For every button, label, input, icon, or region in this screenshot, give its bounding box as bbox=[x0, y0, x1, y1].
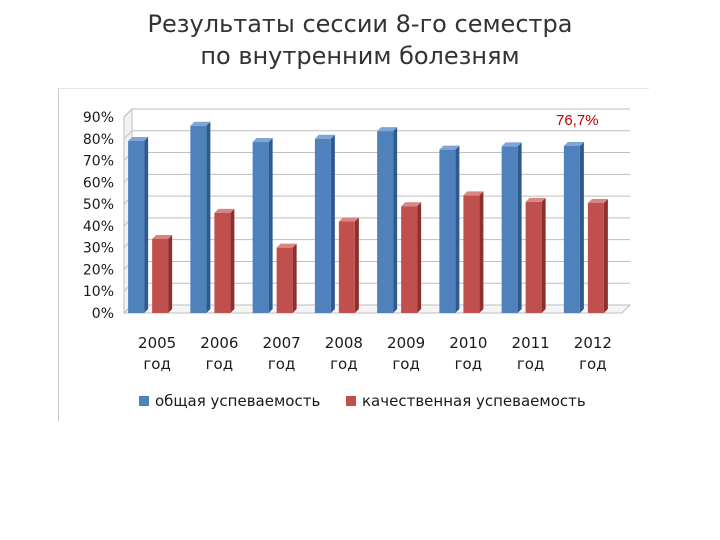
bar-s2-3 bbox=[338, 221, 355, 313]
bar-top-s1-5 bbox=[439, 145, 460, 150]
bar-top-s1-0 bbox=[128, 136, 149, 141]
x-tick-label-3-0: 2008 bbox=[325, 334, 363, 352]
bar-side-s1-6 bbox=[517, 142, 522, 313]
gridline bbox=[123, 108, 630, 118]
legend-label-series2: качественная успеваемость bbox=[362, 392, 586, 410]
title-line-2: по внутренним болезням bbox=[200, 42, 520, 70]
bar-s2-0 bbox=[152, 238, 169, 313]
bar-side-s2-4 bbox=[417, 202, 422, 313]
bar-top-s1-1 bbox=[190, 121, 211, 126]
bar-side-s2-3 bbox=[354, 217, 359, 313]
bar-s1-2 bbox=[252, 142, 269, 313]
chart-title: Результаты сессии 8-го семестра по внутр… bbox=[0, 8, 720, 72]
bar-side-s2-7 bbox=[603, 199, 608, 313]
x-tick-label-4-1: год bbox=[392, 355, 419, 373]
bar-side-s2-2 bbox=[292, 243, 297, 313]
bar-side-s1-7 bbox=[579, 141, 584, 313]
x-tick-label-6-1: год bbox=[517, 355, 544, 373]
chart-frame bbox=[58, 88, 649, 421]
x-tick-label-6-0: 2011 bbox=[512, 334, 550, 352]
x-tick-label-2-1: год bbox=[268, 355, 295, 373]
bar-s1-5 bbox=[439, 149, 456, 313]
bar-s1-0 bbox=[128, 140, 145, 313]
bar-top-s2-0 bbox=[152, 234, 173, 239]
bar-side-s1-5 bbox=[455, 145, 460, 313]
y-tick-label: 20% bbox=[83, 262, 114, 278]
bar-s2-1 bbox=[214, 212, 231, 313]
bar-top-s1-7 bbox=[563, 141, 584, 146]
bar-top-s1-3 bbox=[314, 134, 335, 139]
chart-annotation: 76,7% bbox=[556, 112, 599, 129]
bar-side-s2-6 bbox=[541, 197, 546, 313]
bar-s1-6 bbox=[501, 146, 518, 313]
y-tick-label: 40% bbox=[83, 219, 114, 235]
bar-s2-4 bbox=[401, 206, 418, 313]
x-tick-label-5-0: 2010 bbox=[449, 334, 487, 352]
bar-s1-3 bbox=[314, 138, 331, 313]
bar-top-s2-3 bbox=[338, 217, 359, 222]
legend-swatch-series2 bbox=[346, 396, 356, 406]
bar-side-s2-5 bbox=[479, 191, 484, 313]
legend-swatch-series1 bbox=[139, 396, 149, 406]
legend-label-series1: общая успеваемость bbox=[155, 392, 321, 410]
bar-side-s1-1 bbox=[206, 121, 211, 313]
legend-item-series2: качественная успеваемость bbox=[346, 392, 586, 410]
bar-top-s2-2 bbox=[276, 243, 297, 248]
bar-s1-4 bbox=[377, 131, 394, 313]
bar-top-s2-6 bbox=[525, 197, 546, 202]
x-tick-label-4-0: 2009 bbox=[387, 334, 425, 352]
bar-top-s1-4 bbox=[377, 127, 398, 132]
y-tick-label: 80% bbox=[83, 132, 114, 148]
bar-side-s2-1 bbox=[230, 208, 235, 313]
y-tick-label: 90% bbox=[83, 110, 114, 126]
bar-side-s2-0 bbox=[168, 234, 173, 313]
bar-top-s2-1 bbox=[214, 208, 235, 213]
legend: общая успеваемость качественная успеваем… bbox=[0, 392, 720, 412]
x-tick-label-5-1: год bbox=[455, 355, 482, 373]
bar-top-s2-7 bbox=[587, 199, 608, 204]
y-tick-label: 30% bbox=[83, 241, 114, 257]
y-tick-label: 10% bbox=[83, 284, 114, 300]
bar-side-s1-4 bbox=[393, 127, 398, 314]
y-tick-label: 0% bbox=[92, 306, 114, 322]
bar-side-s1-2 bbox=[268, 138, 273, 313]
bar-s1-7 bbox=[563, 145, 580, 313]
x-tick-label-3-1: год bbox=[330, 355, 357, 373]
gridline bbox=[123, 130, 630, 140]
legend-item-series1: общая успеваемость bbox=[139, 392, 320, 410]
y-tick-label: 50% bbox=[83, 197, 114, 213]
x-tick-label-7-0: 2012 bbox=[574, 334, 612, 352]
x-tick-label-0-0: 2005 bbox=[138, 334, 176, 352]
bar-s2-2 bbox=[276, 247, 293, 313]
bar-s2-5 bbox=[463, 195, 480, 313]
bar-top-s1-6 bbox=[501, 142, 522, 147]
title-line-1: Результаты сессии 8-го семестра bbox=[147, 10, 573, 38]
y-tick-label: 70% bbox=[83, 154, 114, 170]
bar-top-s1-2 bbox=[252, 138, 273, 143]
bar-top-s2-5 bbox=[463, 191, 484, 196]
x-tick-label-1-1: год bbox=[206, 355, 233, 373]
bar-s1-1 bbox=[190, 125, 207, 313]
bar-top-s2-4 bbox=[401, 202, 422, 207]
x-tick-label-1-0: 2006 bbox=[200, 334, 238, 352]
bar-s2-7 bbox=[587, 203, 604, 313]
x-tick-label-7-1: год bbox=[579, 355, 606, 373]
bar-side-s1-0 bbox=[144, 136, 149, 313]
bar-side-s1-3 bbox=[330, 134, 335, 313]
y-tick-label: 60% bbox=[83, 175, 114, 191]
x-tick-label-0-1: год bbox=[143, 355, 170, 373]
x-tick-label-2-0: 2007 bbox=[263, 334, 301, 352]
bar-s2-6 bbox=[525, 201, 542, 313]
